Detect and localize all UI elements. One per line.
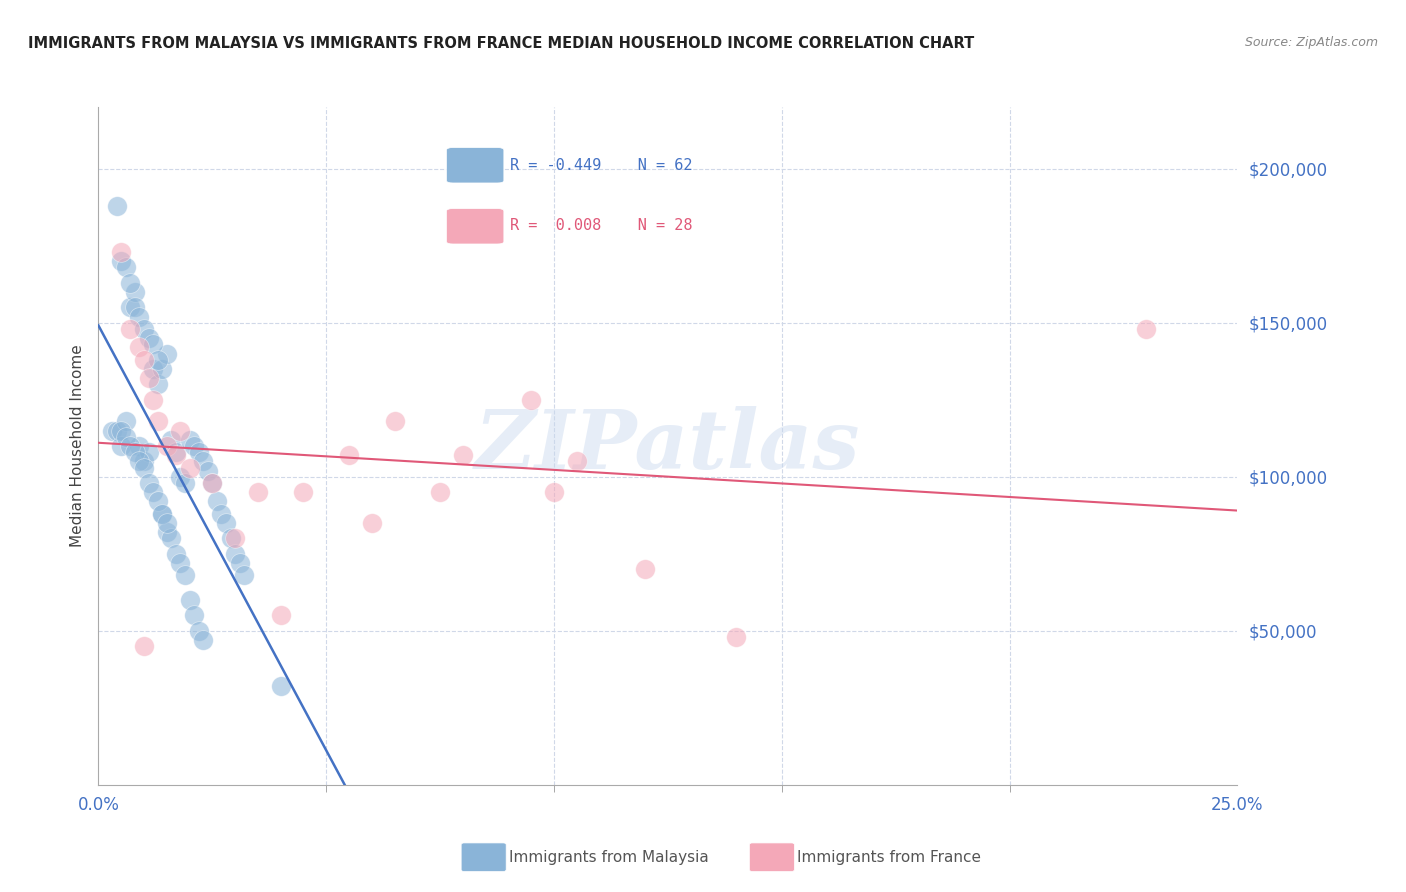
Point xyxy=(124,301,146,315)
Point xyxy=(146,352,169,367)
Point xyxy=(128,340,150,354)
Point xyxy=(205,494,228,508)
Point xyxy=(120,439,142,453)
Point xyxy=(228,556,250,570)
Point xyxy=(146,414,169,428)
Point xyxy=(110,424,132,438)
Point xyxy=(120,322,142,336)
Point xyxy=(138,371,160,385)
Point xyxy=(146,494,169,508)
Point xyxy=(120,301,142,315)
Point xyxy=(128,310,150,324)
Point xyxy=(138,475,160,490)
Point xyxy=(201,475,224,490)
Point xyxy=(520,392,543,407)
Point xyxy=(132,640,155,654)
Point xyxy=(270,608,292,623)
Point xyxy=(165,448,187,462)
Point xyxy=(120,276,142,290)
Point xyxy=(138,331,160,345)
Point xyxy=(187,624,209,638)
Text: ZIPatlas: ZIPatlas xyxy=(475,406,860,486)
Point xyxy=(179,593,201,607)
Point xyxy=(132,454,155,468)
Point xyxy=(128,454,150,468)
Point xyxy=(110,254,132,268)
Y-axis label: Median Household Income: Median Household Income xyxy=(69,344,84,548)
Point xyxy=(543,485,565,500)
Point xyxy=(165,547,187,561)
Text: Immigrants from France: Immigrants from France xyxy=(797,850,981,864)
Point xyxy=(219,532,242,546)
Point xyxy=(101,424,124,438)
Text: Immigrants from Malaysia: Immigrants from Malaysia xyxy=(509,850,709,864)
Point xyxy=(132,352,155,367)
Point xyxy=(179,433,201,447)
Point xyxy=(142,485,165,500)
Point xyxy=(197,464,219,478)
Point xyxy=(142,337,165,351)
Point xyxy=(187,445,209,459)
Point xyxy=(565,454,588,468)
Point xyxy=(150,507,173,521)
Point xyxy=(124,445,146,459)
Point xyxy=(132,460,155,475)
Point xyxy=(105,199,128,213)
Point xyxy=(246,485,269,500)
Point xyxy=(169,424,191,438)
Point xyxy=(292,485,315,500)
Point xyxy=(105,424,128,438)
Point xyxy=(209,507,232,521)
Point xyxy=(128,439,150,453)
Point xyxy=(634,562,657,576)
Point xyxy=(156,516,179,530)
Point xyxy=(183,608,205,623)
Point xyxy=(160,532,183,546)
Point xyxy=(156,439,179,453)
Point xyxy=(183,439,205,453)
Point xyxy=(146,377,169,392)
Point xyxy=(224,547,246,561)
Point xyxy=(224,532,246,546)
Point xyxy=(132,322,155,336)
Point xyxy=(142,392,165,407)
Point xyxy=(156,525,179,540)
Point xyxy=(169,470,191,484)
Point xyxy=(169,556,191,570)
Point xyxy=(110,439,132,453)
Point xyxy=(193,454,215,468)
Point xyxy=(215,516,238,530)
Point xyxy=(270,679,292,693)
Point xyxy=(110,244,132,259)
Point xyxy=(150,362,173,376)
Point xyxy=(150,507,173,521)
Point xyxy=(114,430,136,444)
Point xyxy=(174,568,197,582)
Point xyxy=(193,633,215,648)
Point xyxy=(360,516,382,530)
Point xyxy=(156,346,179,360)
Point xyxy=(160,433,183,447)
Point xyxy=(337,448,360,462)
Point xyxy=(233,568,256,582)
Point xyxy=(451,448,474,462)
Text: IMMIGRANTS FROM MALAYSIA VS IMMIGRANTS FROM FRANCE MEDIAN HOUSEHOLD INCOME CORRE: IMMIGRANTS FROM MALAYSIA VS IMMIGRANTS F… xyxy=(28,36,974,51)
Point xyxy=(384,414,406,428)
Point xyxy=(725,630,748,644)
Point xyxy=(1135,322,1157,336)
Point xyxy=(142,362,165,376)
Point xyxy=(114,414,136,428)
Point xyxy=(174,475,197,490)
Point xyxy=(201,475,224,490)
Point xyxy=(429,485,451,500)
Point xyxy=(124,285,146,299)
Point xyxy=(138,445,160,459)
Text: Source: ZipAtlas.com: Source: ZipAtlas.com xyxy=(1244,36,1378,49)
Point xyxy=(165,445,187,459)
Point xyxy=(179,460,201,475)
Point xyxy=(114,260,136,275)
